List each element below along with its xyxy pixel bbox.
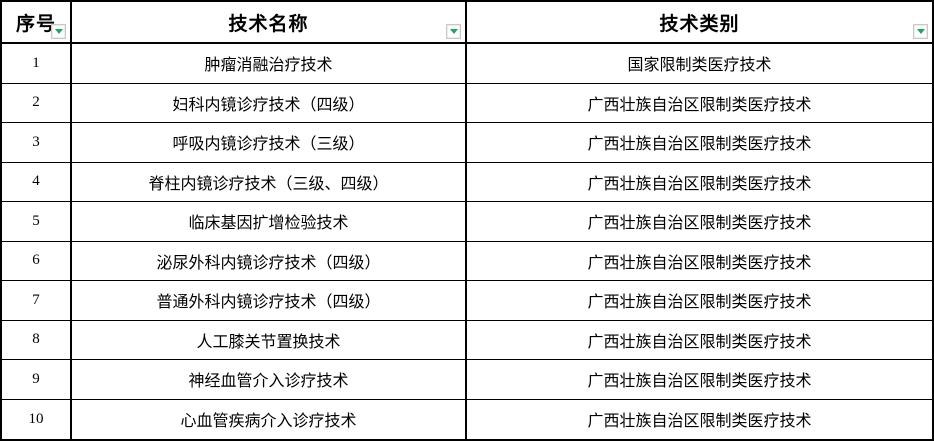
- cell-name[interactable]: 脊柱内镜诊疗技术（三级、四级）: [72, 162, 467, 201]
- table-row: 3 呼吸内镜诊疗技术（三级） 广西壮族自治区限制类医疗技术: [2, 123, 932, 163]
- cell-seq[interactable]: 1: [2, 44, 72, 83]
- filter-button-name[interactable]: [446, 24, 461, 39]
- cell-category[interactable]: 广西壮族自治区限制类医疗技术: [587, 373, 812, 391]
- cell-name[interactable]: 泌尿外科内镜诊疗技术（四级）: [72, 241, 467, 280]
- filter-dropdown-icon: [449, 29, 458, 34]
- table-row: 10 心血管疾病介入诊疗技术 广西壮族自治区限制类医疗技术: [2, 399, 932, 439]
- cell-category[interactable]: 广西壮族自治区限制类医疗技术: [587, 333, 812, 351]
- filter-dropdown-icon: [54, 29, 63, 34]
- cell-seq[interactable]: 10: [2, 399, 72, 439]
- cell-name[interactable]: 肿瘤消融治疗技术: [72, 44, 467, 83]
- table-row: 4 脊柱内镜诊疗技术（三级、四级） 广西壮族自治区限制类医疗技术: [2, 162, 932, 202]
- cell-category[interactable]: 广西壮族自治区限制类医疗技术: [587, 215, 812, 233]
- table-row: 8 人工膝关节置换技术 广西壮族自治区限制类医疗技术: [2, 320, 932, 360]
- cell-seq[interactable]: 5: [2, 202, 72, 241]
- filter-button-category[interactable]: [913, 24, 928, 39]
- cell-name[interactable]: 神经血管介入诊疗技术: [72, 360, 467, 399]
- cell-seq[interactable]: 6: [2, 241, 72, 280]
- table-row: 7 普通外科内镜诊疗技术（四级） 广西壮族自治区限制类医疗技术: [2, 281, 932, 321]
- header-label-name: 技术名称: [228, 13, 309, 35]
- header-label-seq: 序号: [15, 13, 56, 35]
- cell-seq[interactable]: 2: [2, 83, 72, 122]
- filter-dropdown-icon: [916, 29, 925, 34]
- cell-category[interactable]: 国家限制类医疗技术: [627, 57, 772, 75]
- cell-name[interactable]: 妇科内镜诊疗技术（四级）: [72, 83, 467, 122]
- cell-category[interactable]: 广西壮族自治区限制类医疗技术: [587, 96, 812, 114]
- cell-seq[interactable]: 9: [2, 360, 72, 399]
- filter-button-seq[interactable]: [51, 24, 66, 39]
- table-row: 1 肿瘤消融治疗技术 国家限制类医疗技术: [2, 44, 932, 84]
- cell-name[interactable]: 人工膝关节置换技术: [72, 320, 467, 359]
- cell-seq[interactable]: 8: [2, 320, 72, 359]
- cell-name[interactable]: 普通外科内镜诊疗技术（四级）: [72, 281, 467, 320]
- cell-category[interactable]: 广西壮族自治区限制类医疗技术: [587, 413, 812, 431]
- cell-category[interactable]: 广西壮族自治区限制类医疗技术: [587, 294, 812, 312]
- cell-name[interactable]: 心血管疾病介入诊疗技术: [72, 399, 467, 439]
- cell-category[interactable]: 广西壮族自治区限制类医疗技术: [587, 175, 812, 193]
- cell-category[interactable]: 广西壮族自治区限制类医疗技术: [587, 254, 812, 272]
- cell-seq[interactable]: 3: [2, 123, 72, 162]
- cell-seq[interactable]: 7: [2, 281, 72, 320]
- table-row: 9 神经血管介入诊疗技术 广西壮族自治区限制类医疗技术: [2, 360, 932, 400]
- header-cell-category[interactable]: 技术类别: [467, 2, 932, 42]
- cell-category[interactable]: 广西壮族自治区限制类医疗技术: [587, 136, 812, 154]
- table-row: 2 妇科内镜诊疗技术（四级） 广西壮族自治区限制类医疗技术: [2, 83, 932, 123]
- table-row: 5 临床基因扩增检验技术 广西壮族自治区限制类医疗技术: [2, 202, 932, 242]
- header-cell-seq[interactable]: 序号: [2, 2, 72, 42]
- table-row: 6 泌尿外科内镜诊疗技术（四级） 广西壮族自治区限制类医疗技术: [2, 241, 932, 281]
- cell-name[interactable]: 临床基因扩增检验技术: [72, 202, 467, 241]
- header-cell-name[interactable]: 技术名称: [72, 2, 467, 42]
- cell-seq[interactable]: 4: [2, 162, 72, 201]
- cell-name[interactable]: 呼吸内镜诊疗技术（三级）: [72, 123, 467, 162]
- header-row: 序号 技术名称 技术类别: [2, 2, 932, 44]
- header-label-category: 技术类别: [659, 13, 740, 35]
